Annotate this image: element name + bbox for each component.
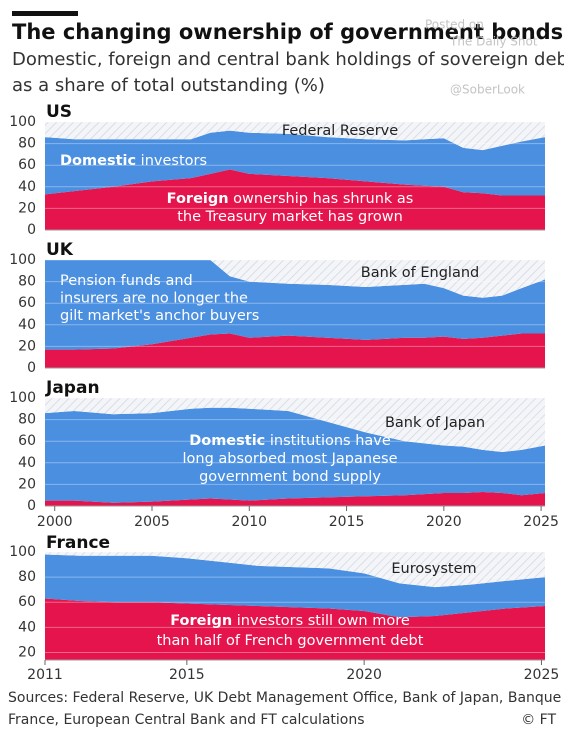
area xyxy=(45,333,545,368)
annotation-bold: Domestic xyxy=(60,153,136,169)
chart-title: The changing ownership of government bon… xyxy=(12,20,563,44)
annotation: gilt market's anchor buyers xyxy=(60,308,259,324)
y-tick-label: 100 xyxy=(9,544,36,560)
annotation: Foreign ownership has shrunk as xyxy=(167,191,414,207)
panel-title: US xyxy=(46,102,72,122)
y-tick-label: 80 xyxy=(18,569,36,585)
area xyxy=(45,260,545,298)
x-tick-label: 2005 xyxy=(134,514,170,530)
y-tick-label: 60 xyxy=(18,594,36,610)
y-tick-label: 100 xyxy=(9,390,36,406)
annotation-text: institutions have xyxy=(265,433,391,449)
series-label: Bank of England xyxy=(361,265,479,281)
x-tick-label: 2020 xyxy=(426,514,462,530)
y-tick-label: 80 xyxy=(18,274,36,290)
annotation-bold: Foreign xyxy=(167,191,229,207)
x-tick-label: 2015 xyxy=(329,514,365,530)
x-tick-label: 2011 xyxy=(27,667,63,683)
y-tick-label: 20 xyxy=(18,200,36,216)
x-tick-label: 2025 xyxy=(524,667,560,683)
annotation-text: government bond supply xyxy=(199,469,381,485)
annotation-bold: Domestic xyxy=(189,433,265,449)
annotation: Domestic investors xyxy=(60,153,207,169)
y-tick-label: 80 xyxy=(18,136,36,152)
annotation-text: Pension funds and xyxy=(60,273,193,289)
y-tick-label: 20 xyxy=(18,644,36,660)
y-tick-label: 100 xyxy=(9,114,36,130)
title-bar xyxy=(12,11,78,16)
area xyxy=(45,130,545,196)
annotation-text: the Treasury market has grown xyxy=(177,209,403,225)
annotation: insurers are no longer the xyxy=(60,291,248,307)
annotation-text: long absorbed most Japanese xyxy=(182,451,397,467)
y-tick-label: 40 xyxy=(18,179,36,195)
x-tick-label: 2025 xyxy=(523,514,559,530)
area xyxy=(45,407,545,503)
y-tick-label: 60 xyxy=(18,433,36,449)
subtitle: Domestic, foreign and central bank holdi… xyxy=(12,49,564,70)
annotation-text: investors xyxy=(136,153,207,169)
x-tick-label: 2020 xyxy=(346,667,382,683)
area xyxy=(45,554,545,618)
annotation: government bond supply xyxy=(199,469,381,485)
annotation: Pension funds and xyxy=(60,273,193,289)
y-tick-label: 0 xyxy=(27,222,36,238)
watermark: @SoberLook xyxy=(450,83,525,97)
area xyxy=(45,491,545,506)
annotation: the Treasury market has grown xyxy=(177,209,403,225)
area xyxy=(45,260,545,350)
watermark: The Daily Shot xyxy=(449,35,538,49)
annotation-bold: Foreign xyxy=(170,613,232,629)
y-tick-label: 20 xyxy=(18,476,36,492)
y-tick-label: 40 xyxy=(18,619,36,635)
series-label: Eurosystem xyxy=(391,561,476,577)
annotation-text: insurers are no longer the xyxy=(60,291,248,307)
y-tick-label: 100 xyxy=(9,252,36,268)
x-tick-label: 2010 xyxy=(231,514,267,530)
area xyxy=(45,398,545,452)
y-tick-label: 80 xyxy=(18,412,36,428)
annotation: Foreign investors still own more xyxy=(170,613,410,629)
watermark: Posted on xyxy=(425,18,484,32)
annotation: Domestic institutions have xyxy=(189,433,391,449)
y-tick-label: 60 xyxy=(18,295,36,311)
subtitle: as a share of total outstanding (%) xyxy=(12,75,325,96)
annotation: than half of French government debt xyxy=(157,633,424,649)
panel-title: Japan xyxy=(45,378,100,398)
series-label: Federal Reserve xyxy=(282,123,398,139)
source: France, European Central Bank and FT cal… xyxy=(8,712,365,728)
annotation-text: ownership has shrunk as xyxy=(229,191,414,207)
credit: © FT xyxy=(521,712,556,728)
annotation-text: gilt market's anchor buyers xyxy=(60,308,259,324)
y-tick-label: 0 xyxy=(27,360,36,376)
x-tick-label: 2015 xyxy=(169,667,205,683)
y-tick-label: 40 xyxy=(18,317,36,333)
panel-title: UK xyxy=(46,240,74,260)
x-tick-label: 2000 xyxy=(37,514,73,530)
y-tick-label: 0 xyxy=(27,498,36,514)
area xyxy=(45,169,545,230)
y-tick-label: 60 xyxy=(18,157,36,173)
series-label: Bank of Japan xyxy=(385,415,485,431)
y-tick-label: 20 xyxy=(18,338,36,354)
area xyxy=(45,122,545,151)
area xyxy=(45,598,545,660)
area xyxy=(45,552,545,588)
source: Sources: Federal Reserve, UK Debt Manage… xyxy=(8,690,564,706)
panel-title: France xyxy=(46,533,110,553)
annotation-text: investors still own more xyxy=(232,613,410,629)
y-tick-label: 40 xyxy=(18,455,36,471)
annotation-text: than half of French government debt xyxy=(157,633,424,649)
annotation: long absorbed most Japanese xyxy=(182,451,397,467)
